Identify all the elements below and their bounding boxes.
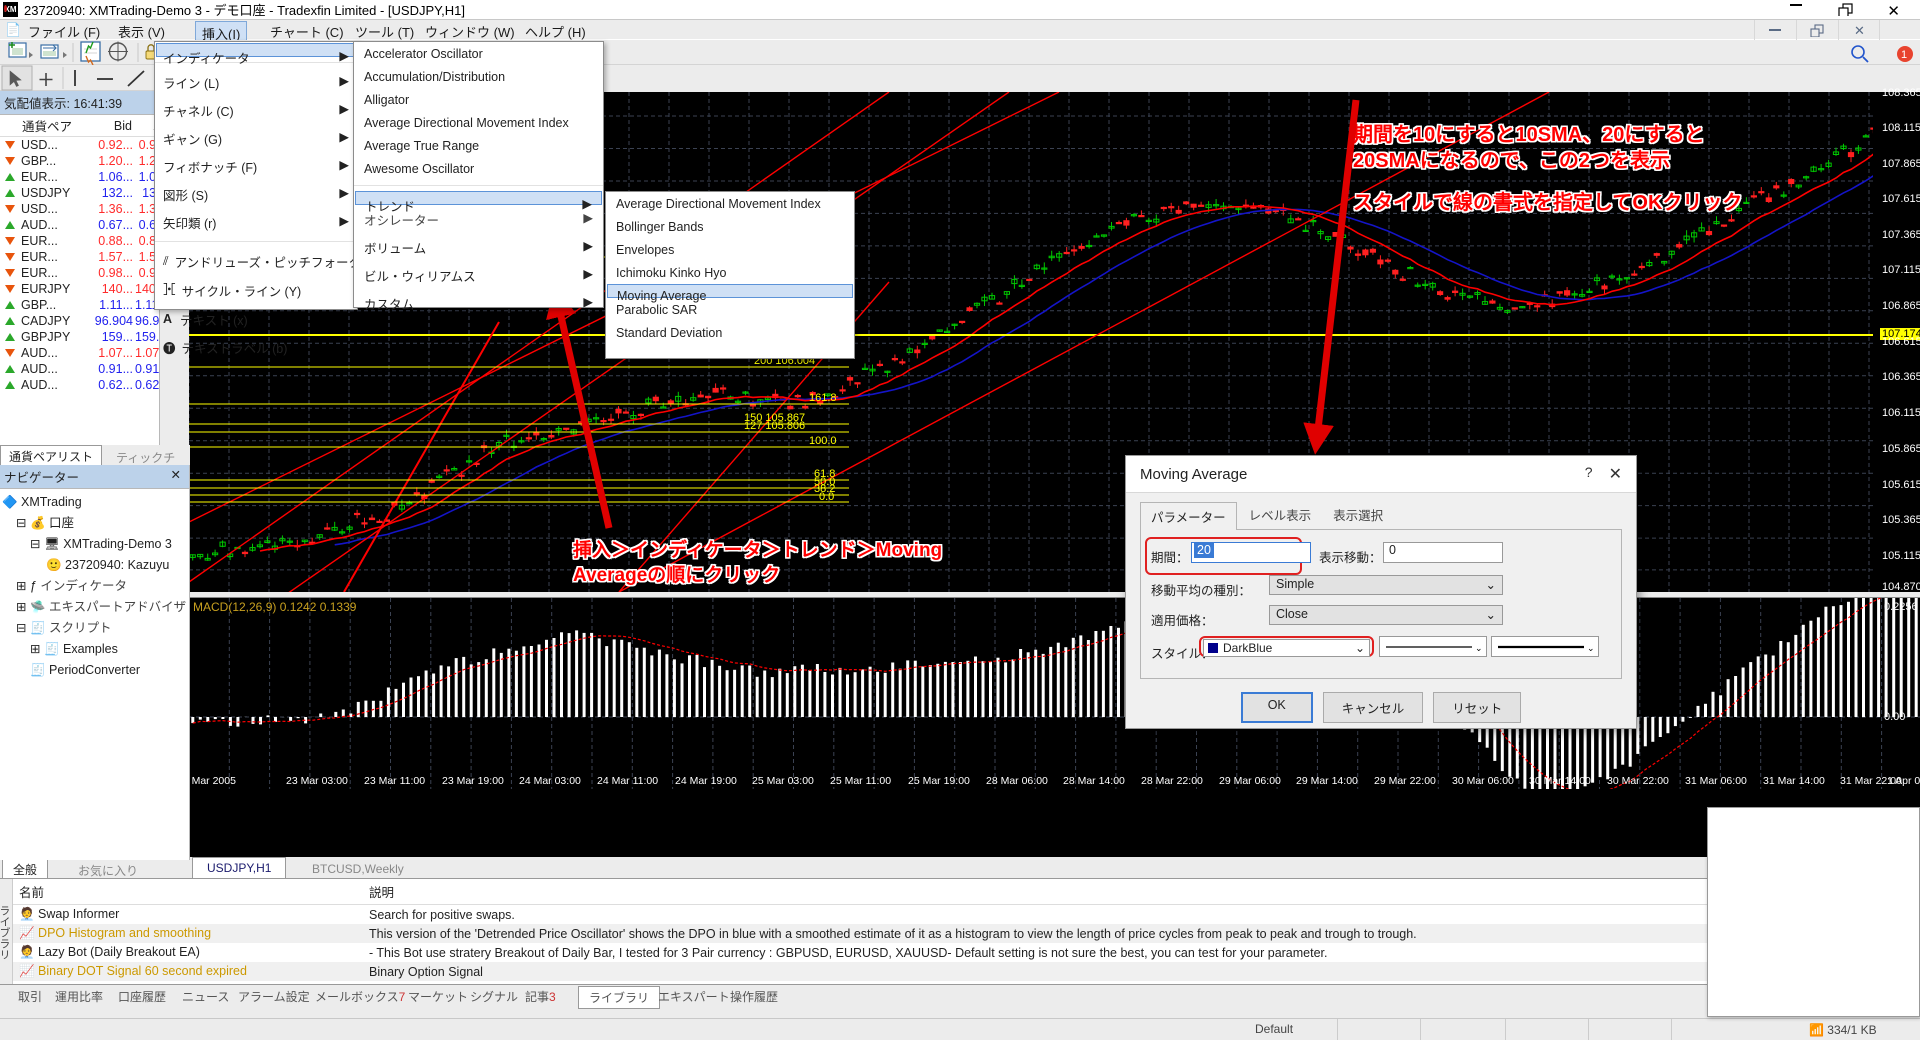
svg-text:⌄: ⌄ bbox=[1475, 643, 1483, 653]
svg-text:100.0: 100.0 bbox=[809, 435, 837, 447]
svg-text:⌄: ⌄ bbox=[1587, 643, 1595, 653]
svg-text:0.0: 0.0 bbox=[819, 491, 834, 503]
svg-text:161.8: 161.8 bbox=[809, 392, 837, 404]
svg-text:127 105.806: 127 105.806 bbox=[744, 420, 805, 432]
svg-text:1: 1 bbox=[1901, 49, 1907, 61]
